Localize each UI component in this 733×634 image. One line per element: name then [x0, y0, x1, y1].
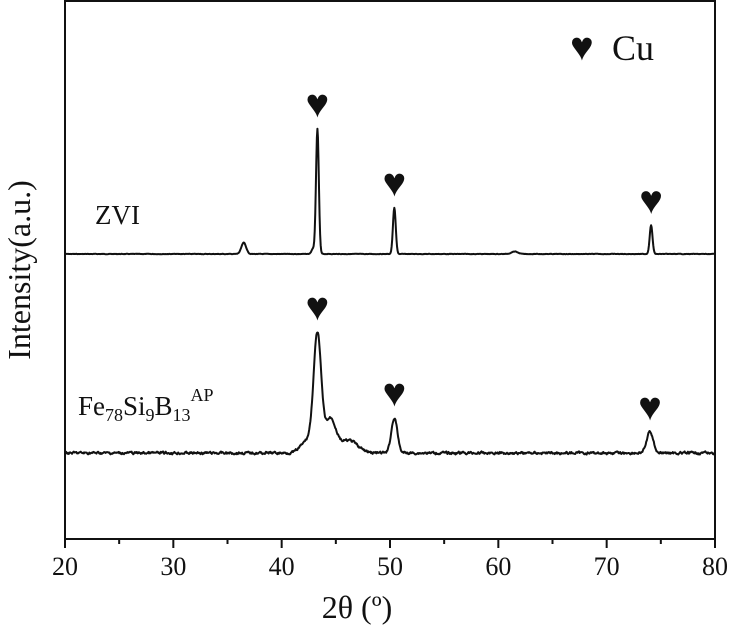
- series-layer: [64, 127, 716, 456]
- peak-marker-heart-icon: ♥: [639, 177, 663, 222]
- peak-marker-heart-icon: ♥: [306, 81, 330, 126]
- legend-heart-icon: ♥: [570, 24, 594, 69]
- x-axis-ticks: 20 30 40 50 60 70 80: [52, 539, 728, 581]
- peak-marker-heart-icon: ♥: [382, 370, 406, 415]
- x-tick-label: 80: [702, 552, 728, 581]
- x-axis-label: 2θ (º): [322, 589, 393, 625]
- series-label-part: Fe: [78, 391, 105, 421]
- legend-label: Cu: [612, 28, 654, 68]
- series-label-part: 9: [146, 405, 155, 425]
- legend: ♥ Cu: [570, 24, 654, 69]
- x-tick-label: 60: [485, 552, 511, 581]
- series-label-part: 13: [173, 405, 191, 425]
- x-tick-label: 20: [52, 552, 78, 581]
- y-axis-label: Intensity(a.u.): [1, 180, 37, 360]
- series-line-0: [64, 127, 716, 256]
- peak-marker-heart-icon: ♥: [382, 160, 406, 205]
- x-tick-label: 40: [269, 552, 295, 581]
- series-label-part: 78: [105, 405, 123, 425]
- series-label-fesib: Fe78Si9B13AP: [78, 385, 214, 425]
- peak-marker-heart-icon: ♥: [306, 284, 330, 329]
- series-label-part: B: [155, 391, 173, 421]
- x-tick-label: 30: [160, 552, 186, 581]
- series-line-1: [64, 331, 716, 456]
- series-label-zvi: ZVI: [95, 200, 140, 230]
- plot-frame: [64, 0, 716, 540]
- peak-marker-heart-icon: ♥: [638, 384, 662, 429]
- x-tick-label: 50: [377, 552, 403, 581]
- series-label-part: Si: [123, 391, 146, 421]
- series-label-part: AP: [191, 385, 214, 405]
- x-tick-label: 70: [594, 552, 620, 581]
- peak-markers: ♥ ♥ ♥ ♥ ♥ ♥: [306, 81, 663, 429]
